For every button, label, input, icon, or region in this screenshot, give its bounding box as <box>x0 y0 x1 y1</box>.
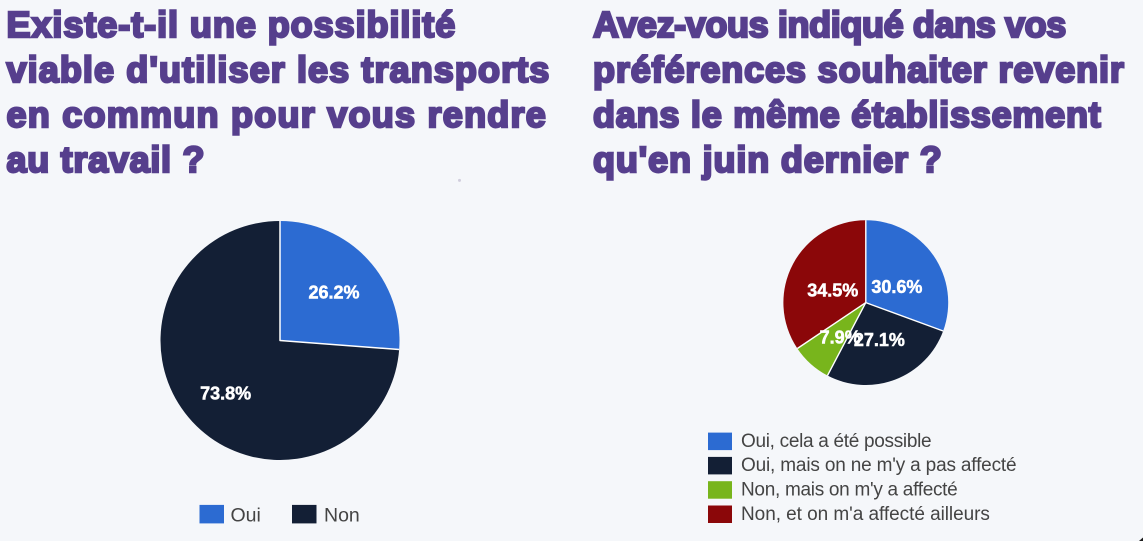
svg-text:Non, mais on m'y a affecté: Non, mais on m'y a affecté <box>741 480 957 501</box>
svg-text:7.9%: 7.9% <box>820 327 861 347</box>
svg-text:34.5%: 34.5% <box>807 280 858 300</box>
svg-text:73.8%: 73.8% <box>200 384 251 404</box>
svg-text:Non, et on m'a affecté ailleur: Non, et on m'a affecté ailleurs <box>741 504 990 525</box>
svg-text:26.2%: 26.2% <box>308 283 359 303</box>
svg-text:Oui, mais on ne m'y a pas affe: Oui, mais on ne m'y a pas affecté <box>741 455 1016 476</box>
svg-text:Oui, cela a été possible: Oui, cela a été possible <box>741 431 931 452</box>
svg-text:Oui: Oui <box>231 504 261 526</box>
svg-text:Non: Non <box>324 504 360 526</box>
svg-text:27.1%: 27.1% <box>854 330 905 350</box>
svg-text:30.6%: 30.6% <box>871 277 922 297</box>
